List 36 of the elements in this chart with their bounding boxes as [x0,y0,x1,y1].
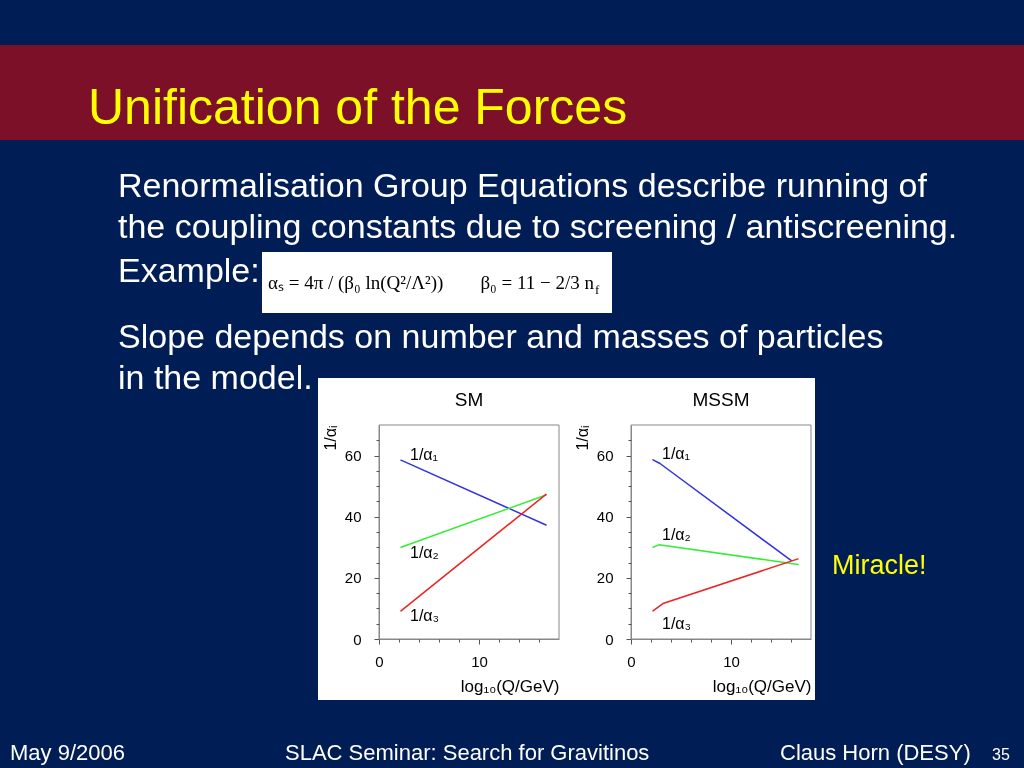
text: in the model. [118,358,313,396]
text: the coupling constants due to screening / antiscreening. [118,207,958,245]
y-tick-label: 60 [344,447,362,465]
chart-title: MSSM [692,389,750,410]
x-tick-label: 10 [723,652,740,670]
text: 35 [992,746,1010,763]
text: Unification of the Forces [88,79,628,135]
series-label: 1/α₂ [662,526,691,544]
y-axis-title: 1/αᵢ [573,425,591,451]
y-tick-label: 20 [344,569,362,587]
x-axis-title: log₁₀(Q/GeV) [460,676,560,696]
x-tick-label: 10 [471,652,488,670]
text: Claus Horn (DESY) [780,740,971,765]
y-tick-label: 40 [596,508,614,526]
x-tick-label: 0 [375,652,384,670]
y-tick-label: 20 [596,569,614,587]
series-label: 1/α₃ [662,614,692,632]
x-tick-label: 0 [627,652,636,670]
text: May 9/2006 [10,740,125,765]
x-axis-title: log₁₀(Q/GeV) [712,676,812,696]
text: Renormalisation Group Equations describe running of [118,166,928,204]
text: Slope depends on number and masses of particles [118,317,884,355]
series-label: 1/α₃ [410,606,440,624]
series-label: 1/α₁ [662,444,690,462]
text: Example: [118,251,260,289]
y-tick-label: 40 [344,508,362,526]
chart-title: SM [454,389,484,410]
y-tick-label: 60 [596,447,614,465]
series-label: 1/α₂ [410,544,439,562]
y-axis-title: 1/αᵢ [321,425,339,451]
series-label: 1/α₁ [410,446,438,464]
y-tick-label: 0 [353,630,362,648]
text: Miracle! [832,550,927,580]
text: SLAC Seminar: Search for Gravitinos [285,740,650,765]
y-tick-label: 0 [605,630,614,648]
text: αₛ = 4π / (β₀ ln(Q²/Λ²)) [268,272,444,294]
